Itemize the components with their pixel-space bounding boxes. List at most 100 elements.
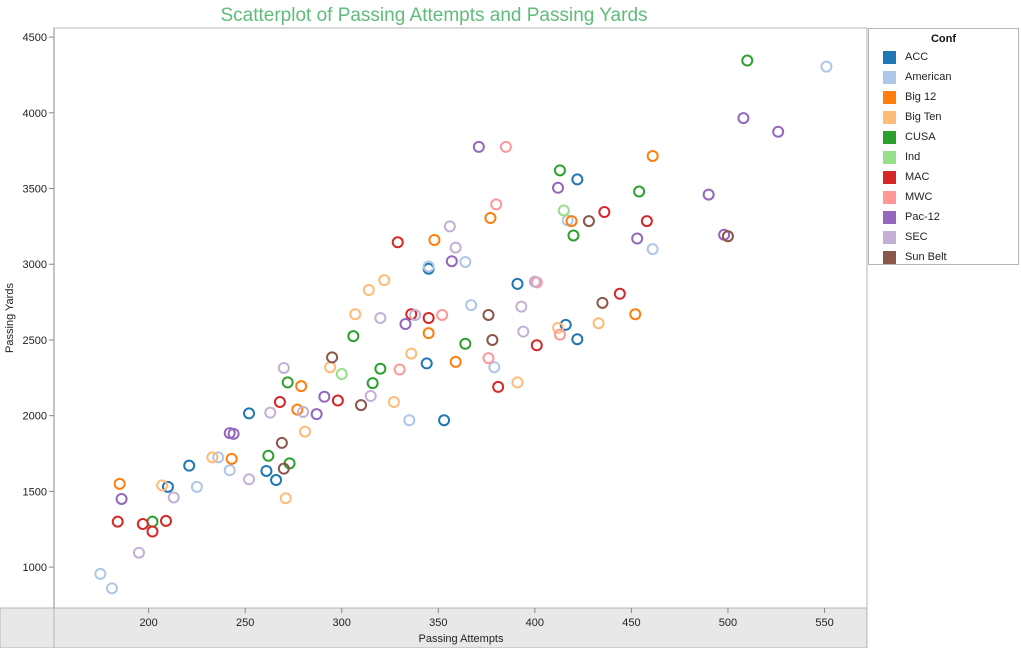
data-point-acc xyxy=(571,173,584,186)
data-point-pac-12 xyxy=(702,188,715,201)
data-point-mac xyxy=(146,525,159,538)
data-point-big-12 xyxy=(422,327,435,340)
x-axis-panel xyxy=(53,607,868,648)
data-point-sec xyxy=(264,406,277,419)
legend-label: MAC xyxy=(905,171,930,183)
legend-label: Big 12 xyxy=(905,91,937,103)
data-point-big-12 xyxy=(449,355,462,368)
legend-label: Pac-12 xyxy=(905,211,940,223)
y-tick-label: 2500 xyxy=(23,335,47,347)
y-tick-label: 4000 xyxy=(23,108,47,120)
data-point-big-ten xyxy=(552,321,565,334)
data-points xyxy=(94,54,833,595)
legend-swatch xyxy=(883,50,896,64)
y-axis-title: Passing Yards xyxy=(4,283,16,353)
x-tick-label: 500 xyxy=(719,617,737,629)
data-point-big-ten xyxy=(378,274,391,287)
data-point-pac-12 xyxy=(772,125,785,138)
legend-item-mac: MAC xyxy=(869,167,1018,187)
data-point-mwc xyxy=(490,198,503,211)
data-point-sec xyxy=(297,405,310,418)
data-point-sec xyxy=(167,491,180,504)
y-axis-panel xyxy=(0,28,54,608)
data-point-acc xyxy=(559,318,572,331)
data-point-mwc xyxy=(482,352,495,365)
legend-item-ind: Ind xyxy=(869,147,1018,167)
data-point-mac xyxy=(422,312,435,324)
data-point-sec xyxy=(449,241,462,254)
data-point-cusa xyxy=(262,449,275,462)
data-point-big-12 xyxy=(291,403,304,416)
x-tick-label: 300 xyxy=(333,617,351,629)
data-point-sec xyxy=(364,389,377,402)
x-axis-title: Passing Attempts xyxy=(419,633,504,645)
data-point-big-ten xyxy=(206,451,219,464)
data-point-acc xyxy=(161,480,174,493)
legend-label: Big Ten xyxy=(905,111,942,123)
data-point-big-12 xyxy=(484,212,497,225)
data-point-american xyxy=(105,582,118,595)
data-point-mwc xyxy=(393,363,406,376)
data-point-cusa xyxy=(633,185,646,198)
data-point-pac-12 xyxy=(631,232,644,245)
data-point-american xyxy=(820,60,833,73)
legend-item-pac-12: Pac-12 xyxy=(869,207,1018,227)
data-point-pac-12 xyxy=(472,140,485,153)
data-point-big-12 xyxy=(113,477,126,490)
data-point-big-12 xyxy=(225,452,238,465)
legend-swatch xyxy=(883,130,896,144)
chart-title: Scatterplot of Passing Attempts and Pass… xyxy=(220,5,647,26)
data-point-cusa xyxy=(741,54,754,67)
data-point-american xyxy=(488,361,501,374)
legend-swatch xyxy=(883,250,896,264)
legend-swatch xyxy=(883,150,896,164)
data-point-american xyxy=(403,414,416,427)
data-point-cusa xyxy=(567,229,580,242)
data-point-cusa xyxy=(366,377,379,390)
legend-item-american: American xyxy=(869,67,1018,87)
data-point-mac xyxy=(598,205,611,218)
data-point-american xyxy=(94,567,107,580)
data-point-mac xyxy=(331,394,344,407)
data-point-sec xyxy=(243,473,256,486)
legend-item-sec: SEC xyxy=(869,227,1018,247)
data-point-big-ten xyxy=(387,396,400,409)
data-point-acc xyxy=(420,357,433,370)
legend-label: Sun Belt xyxy=(905,251,947,263)
data-point-pac-12 xyxy=(310,408,323,421)
y-tick-label: 4500 xyxy=(23,32,47,44)
x-tick-label: 450 xyxy=(622,617,640,629)
data-point-sun-belt xyxy=(596,296,609,309)
data-point-cusa xyxy=(281,376,294,389)
data-point-sec xyxy=(443,220,456,233)
data-point-mwc xyxy=(553,328,566,341)
data-point-cusa xyxy=(347,330,360,343)
legend-label: CUSA xyxy=(905,131,936,143)
legend-label: Ind xyxy=(905,151,921,163)
data-point-american xyxy=(465,299,478,312)
data-point-sun-belt xyxy=(275,436,288,449)
data-point-sun-belt xyxy=(721,230,734,243)
data-point-mwc xyxy=(499,140,512,153)
data-point-pac-12 xyxy=(737,112,750,125)
legend-item-big-12: Big 12 xyxy=(869,87,1018,107)
data-point-big-ten xyxy=(511,376,524,389)
legend-swatch xyxy=(883,170,896,184)
data-point-mac xyxy=(111,515,124,528)
legend-swatch xyxy=(883,90,896,104)
legend-title: Conf xyxy=(930,33,957,45)
legend-swatch xyxy=(883,190,896,204)
data-point-acc xyxy=(270,474,283,487)
y-tick-label: 1000 xyxy=(23,562,47,574)
data-point-american xyxy=(223,464,236,477)
data-point-cusa xyxy=(374,362,387,375)
x-tick-label: 550 xyxy=(815,617,833,629)
data-point-big-12 xyxy=(646,149,659,162)
legend-item-acc: ACC xyxy=(869,47,1018,67)
x-axis-ticks: 200 250 300 350 400 450 500 550 xyxy=(139,608,834,629)
data-point-big-ten xyxy=(362,283,375,296)
data-point-sun-belt xyxy=(355,399,368,412)
data-point-big-ten xyxy=(592,317,605,330)
bottom-left-corner xyxy=(0,607,55,648)
data-point-american xyxy=(422,260,435,273)
